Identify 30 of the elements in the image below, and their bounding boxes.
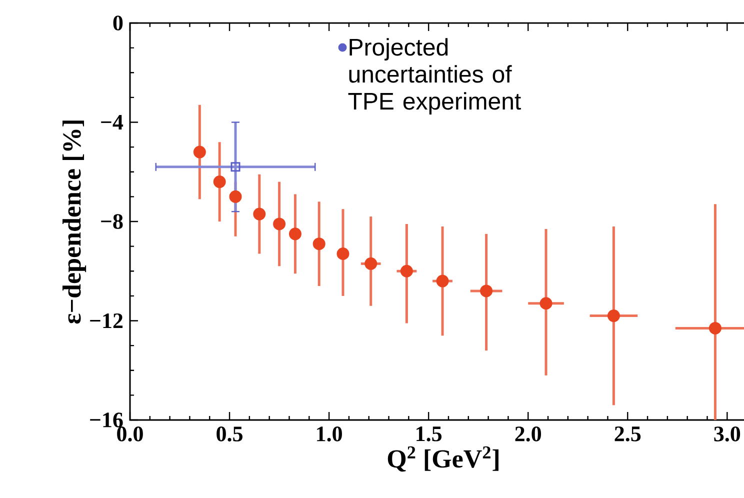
point (364, 257, 378, 270)
x-tick-label: 2.0 (515, 426, 542, 442)
y-tick-label: −8 (101, 214, 123, 229)
point (400, 264, 413, 278)
point (480, 284, 493, 298)
x-tick-label: 0.0 (117, 426, 143, 442)
point (336, 248, 350, 260)
point (273, 218, 286, 230)
y-tick-label: −4 (101, 115, 124, 130)
point (253, 208, 266, 220)
x-tick-label: 0.5 (216, 426, 242, 442)
point (436, 274, 449, 288)
point (213, 176, 226, 188)
point (288, 228, 302, 240)
point (540, 297, 552, 310)
x-axis-title: Q$^{2}$ [GeV$^{2}$] (388, 446, 498, 472)
y-axis-title: ε−dependence [%] (62, 120, 86, 324)
y-tick-label: −16 (90, 412, 123, 428)
point (312, 238, 326, 250)
x-tick-label: 2.5 (614, 426, 641, 442)
x-tick-label: 1.0 (317, 426, 342, 442)
legend-label: Projected uncertainties of TPE experiment (348, 38, 521, 114)
point (230, 162, 240, 172)
y-tick-label: 0 (113, 16, 123, 30)
point (229, 190, 242, 203)
point (607, 310, 620, 322)
y-tick-label: −12 (90, 313, 123, 328)
x-tick-label: 3.0 (714, 426, 740, 442)
point (193, 146, 206, 158)
x-tick-label: 1.5 (416, 426, 442, 442)
